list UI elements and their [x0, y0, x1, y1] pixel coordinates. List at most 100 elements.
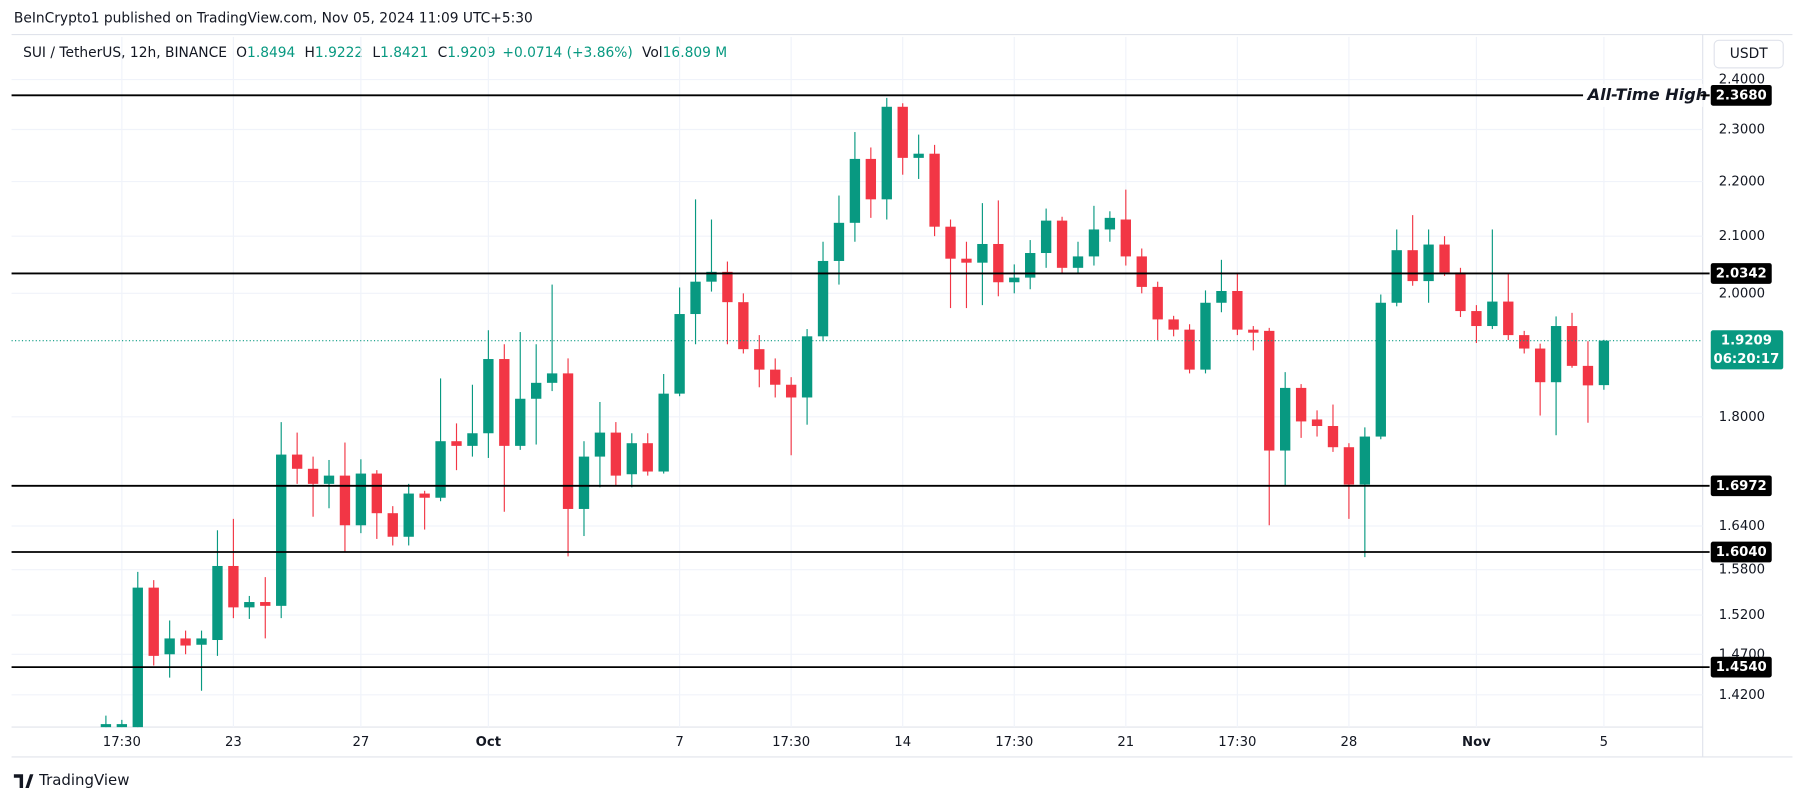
- candle-body: [100, 724, 112, 728]
- candle-body: [1582, 365, 1594, 386]
- y-tick-label: 2.1000: [1719, 229, 1765, 244]
- candle-body: [1455, 272, 1466, 312]
- candle-body: [1566, 326, 1578, 366]
- level-label: 2.0342: [1716, 266, 1767, 281]
- y-tick-label: 1.8000: [1719, 410, 1765, 425]
- candle-body: [594, 432, 606, 457]
- candle-body: [642, 443, 653, 472]
- candle-body: [562, 373, 574, 509]
- candle-body: [1184, 329, 1195, 370]
- candle-body: [1088, 229, 1100, 257]
- candle-body: [1009, 277, 1020, 283]
- candle-body: [1264, 330, 1275, 451]
- candle-body: [1519, 335, 1530, 349]
- candle-body: [1391, 250, 1402, 303]
- candle-body: [1216, 290, 1227, 303]
- level-label-box: [1710, 541, 1772, 563]
- x-tick-label: 17:30: [103, 735, 141, 750]
- candle-body: [1327, 426, 1339, 448]
- candle-body: [881, 106, 892, 200]
- candle-body: [546, 373, 558, 383]
- candle-body: [1471, 311, 1482, 327]
- candle-body: [993, 243, 1004, 283]
- candle-body: [833, 222, 845, 261]
- x-tick-label: 17:30: [995, 735, 1033, 750]
- change: +0.0714 (+3.86%): [502, 45, 632, 61]
- candle-body: [531, 382, 542, 399]
- y-tick-label: 1.6400: [1719, 519, 1765, 534]
- candle-body: [690, 281, 701, 315]
- level-label-box: [1710, 263, 1772, 284]
- candle-body: [1056, 220, 1068, 268]
- candle-body: [499, 359, 510, 446]
- candle-body: [164, 638, 175, 655]
- candle-body: [801, 336, 813, 398]
- countdown: 06:20:17: [1714, 352, 1780, 367]
- candle-body: [1423, 244, 1434, 282]
- level-label-box: [1710, 656, 1772, 678]
- candle-body: [1598, 340, 1610, 386]
- candle-body: [132, 587, 143, 728]
- overlay: 2.4000 2.3000 2.2000 2.1000 2.0000 1.8000 1.64…: [11, 73, 1784, 750]
- candle-body: [323, 475, 335, 484]
- x-tick-label: 7: [675, 735, 683, 750]
- high-label: H: [305, 45, 315, 61]
- currency-label[interactable]: USDT: [1730, 46, 1768, 62]
- y-tick-label: 1.4200: [1719, 688, 1765, 703]
- candle-body: [1040, 220, 1052, 254]
- level-label-box: [1710, 84, 1772, 106]
- close-label: C: [438, 45, 448, 61]
- x-tick-label: 17:30: [772, 735, 810, 750]
- candle-body: [403, 493, 414, 537]
- candle-body: [674, 314, 685, 394]
- candle-body: [1072, 256, 1084, 268]
- candle-body: [578, 456, 590, 509]
- y-tick-label: 1.5200: [1719, 608, 1765, 623]
- x-tick-label: 28: [1341, 735, 1358, 750]
- y-tick-label: 1.5800: [1719, 563, 1765, 578]
- candle-body: [1279, 387, 1291, 451]
- level-label: 1.4540: [1716, 660, 1767, 675]
- logo: [13, 774, 34, 789]
- candle-body: [1120, 219, 1131, 257]
- annotation-bg: [1583, 83, 1703, 107]
- candle-body: [387, 513, 398, 537]
- candle-body: [467, 433, 478, 446]
- y-tick-label: 2.3000: [1719, 122, 1765, 137]
- candle-body: [817, 260, 829, 337]
- low-label: L: [372, 45, 380, 61]
- candle-body: [738, 302, 749, 350]
- y-tick-label: 2.0000: [1719, 286, 1765, 301]
- candle-body: [754, 349, 765, 370]
- candle-body: [1152, 286, 1163, 320]
- candle-body: [196, 638, 207, 645]
- candle-body: [371, 473, 382, 514]
- level-label: 2.3680: [1716, 88, 1767, 103]
- candle-body: [260, 602, 271, 606]
- candle-body: [913, 153, 924, 158]
- legend-title: SUI / TetherUS, 12h, BINANCE: [23, 45, 227, 61]
- candle-body: [897, 106, 908, 158]
- candle-body: [626, 443, 637, 475]
- x-tick-label: 5: [1600, 735, 1608, 750]
- candle-body: [1343, 447, 1355, 485]
- candle-body: [945, 226, 956, 259]
- annotation: All-Time High: [1586, 85, 1708, 104]
- y-tick-label: 2.2000: [1719, 175, 1765, 190]
- candle-body: [1407, 250, 1418, 282]
- candle-body: [961, 258, 972, 263]
- candle-body: [276, 454, 287, 606]
- volume-value: 16.809 M: [663, 45, 728, 61]
- candle-body: [1136, 256, 1147, 287]
- currency-button[interactable]: [1713, 39, 1784, 69]
- candle-body: [1025, 253, 1036, 278]
- candle-body: [658, 393, 669, 472]
- candle-body: [1248, 329, 1259, 333]
- x-tick-label: 21: [1117, 735, 1134, 750]
- candle-body: [1534, 348, 1546, 383]
- candle-body: [865, 158, 877, 200]
- candle-body: [1375, 302, 1386, 437]
- candle-body: [929, 153, 940, 227]
- candle-body: [339, 475, 351, 526]
